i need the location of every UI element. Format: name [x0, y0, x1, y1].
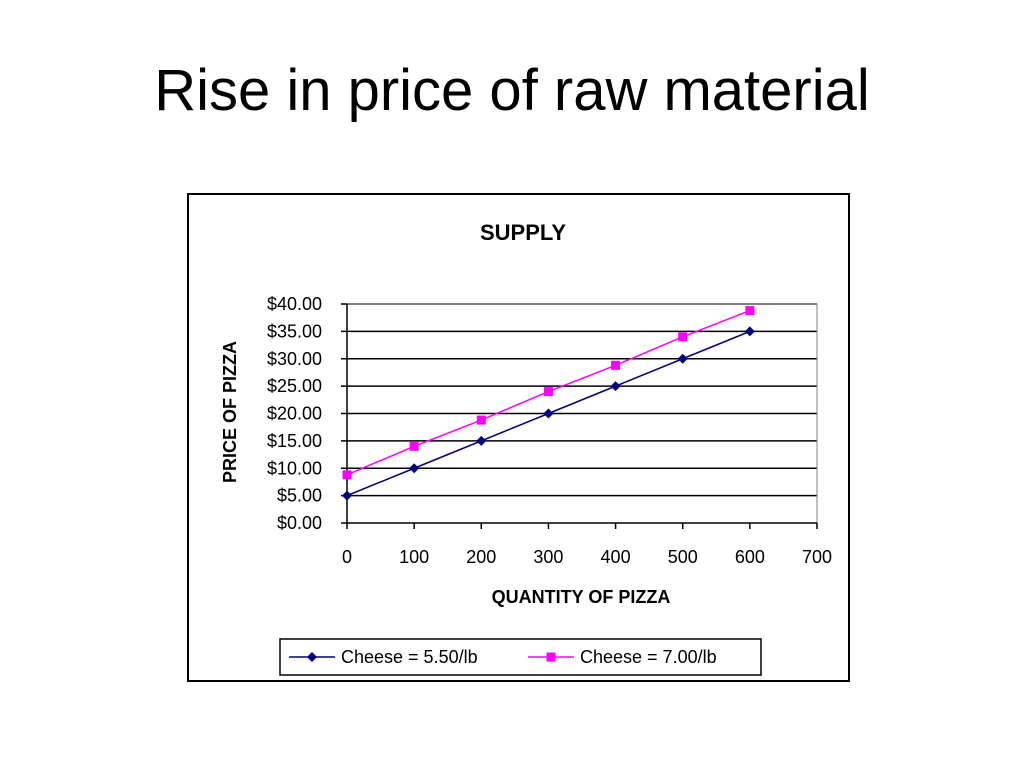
legend-entry-1: Cheese = 5.50/lb [289, 647, 478, 667]
x-tick-label: 100 [399, 547, 429, 567]
x-tick-label: 0 [342, 547, 352, 567]
y-tick-label: $30.00 [267, 349, 322, 369]
data-point-square [409, 441, 419, 451]
data-point-square [543, 387, 553, 397]
y-tick-label: $5.00 [277, 486, 322, 506]
series-1 [342, 326, 755, 501]
x-tick-label: 300 [533, 547, 563, 567]
data-point-diamond [409, 463, 420, 474]
data-point-diamond [476, 435, 487, 446]
series [342, 306, 755, 501]
y-tick-label: $40.00 [267, 294, 322, 314]
supply-chart: SUPPLY $0.00 $5.00 $10.00 $15.00 $20.00 $25.0… [220, 220, 832, 676]
data-point-diamond [342, 490, 352, 501]
x-axis-title: QUANTITY OF PIZZA [492, 587, 671, 607]
y-tick-label: $20.00 [267, 404, 322, 424]
y-tick-label: $0.00 [277, 513, 322, 533]
legend: Cheese = 5.50/lb Cheese = 7.00/lb [279, 638, 762, 676]
series-2 [342, 306, 755, 480]
data-point-square [745, 306, 755, 316]
data-point-diamond [610, 381, 621, 392]
x-tick-label: 600 [735, 547, 765, 567]
legend-entry-2: Cheese = 7.00/lb [528, 647, 717, 667]
x-tick-label: 400 [601, 547, 631, 567]
chart-frame: SUPPLY $0.00 $5.00 $10.00 $15.00 $20.00 $25.0… [187, 193, 850, 682]
x-tick-label: 500 [668, 547, 698, 567]
x-tick-label: 700 [802, 547, 832, 567]
data-point-square [611, 360, 621, 370]
data-point-diamond [744, 326, 755, 337]
legend-label: Cheese = 5.50/lb [341, 647, 478, 667]
data-point-square [342, 470, 352, 480]
legend-box [279, 638, 762, 676]
data-point-square [678, 332, 688, 342]
y-tick-labels: $0.00 $5.00 $10.00 $15.00 $20.00 $25.00 $30.00… [267, 294, 322, 533]
x-tick-labels: 0 100 200 300 400 500 600 700 [342, 547, 832, 567]
legend-label: Cheese = 7.00/lb [580, 647, 717, 667]
chart-title: SUPPLY [480, 220, 566, 245]
slide-title: Rise in price of raw material [154, 58, 870, 123]
data-point-diamond [677, 353, 688, 364]
x-tick-label: 200 [466, 547, 496, 567]
data-point-square [476, 415, 486, 425]
y-tick-label: $25.00 [267, 376, 322, 396]
grid-lines [347, 303, 817, 497]
y-axis-title: PRICE OF PIZZA [220, 341, 240, 483]
data-point-square [546, 652, 556, 662]
y-tick-label: $35.00 [267, 321, 322, 341]
data-point-diamond [307, 652, 317, 662]
data-point-diamond [543, 408, 554, 419]
y-tick-label: $10.00 [267, 458, 322, 478]
y-tick-label: $15.00 [267, 431, 322, 451]
